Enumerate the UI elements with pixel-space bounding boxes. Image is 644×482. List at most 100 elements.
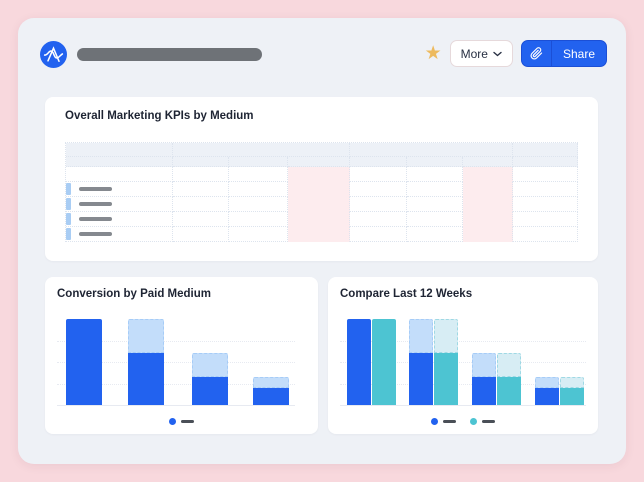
bar-segment-light xyxy=(128,319,164,354)
chart-bar xyxy=(66,319,102,405)
table-cell xyxy=(172,212,229,227)
more-button-label: More xyxy=(460,46,488,61)
header-group-cell xyxy=(66,143,173,157)
legend-item xyxy=(169,418,194,425)
legend-label-placeholder xyxy=(443,420,456,423)
table-row xyxy=(66,197,579,212)
table-cell xyxy=(407,227,464,242)
text-placeholder-bar xyxy=(79,217,112,221)
text-placeholder-bar xyxy=(79,202,112,206)
bar-segment-light xyxy=(253,376,289,388)
bar-segment-light xyxy=(497,353,521,377)
table-cell xyxy=(287,212,351,227)
chart-title: Conversion by Paid Medium xyxy=(57,288,211,300)
chevron-down-icon xyxy=(493,51,502,56)
bar-segment-solid xyxy=(66,319,102,405)
table-cell xyxy=(350,197,408,212)
gridline xyxy=(340,383,586,385)
table-row xyxy=(66,212,579,227)
link-icon xyxy=(522,41,551,66)
bar-segment-solid xyxy=(560,387,584,405)
table-cell xyxy=(287,227,351,242)
bar-segment-light xyxy=(535,376,559,388)
topbar-actions: ★ More Share xyxy=(425,40,607,67)
bar-segment-solid xyxy=(253,387,289,405)
favorite-star-icon[interactable]: ★ xyxy=(424,43,442,64)
chart-bar xyxy=(128,319,164,405)
kpi-table-title: Overall Marketing KPIs by Medium xyxy=(65,110,254,122)
table-cell xyxy=(463,182,514,197)
table-cell xyxy=(407,212,464,227)
bar-segment-solid xyxy=(372,319,396,405)
table-cell xyxy=(350,212,408,227)
header-group-cell xyxy=(513,143,579,157)
bar-segment-light xyxy=(560,376,584,388)
table-cell xyxy=(463,197,514,212)
chart-legend xyxy=(45,418,318,425)
table-header-row xyxy=(66,143,579,157)
chart-bar xyxy=(497,353,521,405)
table-cell xyxy=(287,167,351,182)
table-cell xyxy=(350,167,408,182)
table-subheader-row xyxy=(66,157,579,167)
table-cell xyxy=(463,227,514,242)
share-button[interactable]: Share xyxy=(520,40,607,67)
header-group-cell xyxy=(350,143,514,157)
app-window: ★ More Share Overall Marketing KPIs by M… xyxy=(18,18,626,464)
share-button-divider xyxy=(550,41,552,66)
subheader-cell xyxy=(513,157,579,167)
chart-bar xyxy=(192,353,228,405)
table-cell xyxy=(228,227,288,242)
table-cell xyxy=(66,182,173,197)
bar-segment-solid xyxy=(192,376,228,405)
table-cell xyxy=(513,197,579,212)
bar-segment-solid xyxy=(128,353,164,405)
chart-bar xyxy=(253,376,289,405)
more-button[interactable]: More xyxy=(449,40,513,67)
text-placeholder-bar xyxy=(79,232,112,236)
bar-segment-solid xyxy=(497,376,521,405)
bar-segment-solid xyxy=(434,353,458,405)
subheader-cell xyxy=(350,157,408,167)
chart-bar xyxy=(535,376,559,405)
row-accent-bar xyxy=(66,183,71,195)
chart-bar xyxy=(372,319,396,405)
table-cell xyxy=(172,197,229,212)
table-cell xyxy=(66,167,173,182)
gridline xyxy=(57,340,295,342)
legend-dot-icon xyxy=(431,418,438,425)
chart-bar xyxy=(472,353,496,405)
gridline xyxy=(57,383,295,385)
gridline xyxy=(340,362,586,363)
text-placeholder-bar xyxy=(79,187,112,191)
table-cell xyxy=(513,182,579,197)
table-cell xyxy=(172,167,229,182)
legend-item xyxy=(470,418,495,425)
kpi-table xyxy=(65,142,579,242)
row-accent-bar xyxy=(66,213,71,225)
gridline xyxy=(340,340,586,342)
chart-bar xyxy=(409,319,433,405)
table-cell xyxy=(513,167,579,182)
chart-card-compare: Compare Last 12 Weeks xyxy=(328,277,598,434)
workspace-title-placeholder xyxy=(77,48,262,61)
amplitude-logo-icon xyxy=(40,41,67,68)
table-row xyxy=(66,227,579,242)
table-row xyxy=(66,167,579,182)
legend-label-placeholder xyxy=(181,420,194,423)
table-cell xyxy=(172,227,229,242)
chart-bar xyxy=(347,319,371,405)
bar-segment-solid xyxy=(347,319,371,405)
kpi-table-card: Overall Marketing KPIs by Medium xyxy=(45,97,598,261)
legend-dot-icon xyxy=(470,418,477,425)
table-cell xyxy=(228,212,288,227)
table-cell xyxy=(172,182,229,197)
table-cell xyxy=(66,197,173,212)
table-cell xyxy=(513,212,579,227)
table-cell xyxy=(350,227,408,242)
table-cell xyxy=(513,227,579,242)
table-cell xyxy=(228,182,288,197)
table-cell xyxy=(287,182,351,197)
subheader-cell xyxy=(463,157,514,167)
legend-label-placeholder xyxy=(482,420,495,423)
